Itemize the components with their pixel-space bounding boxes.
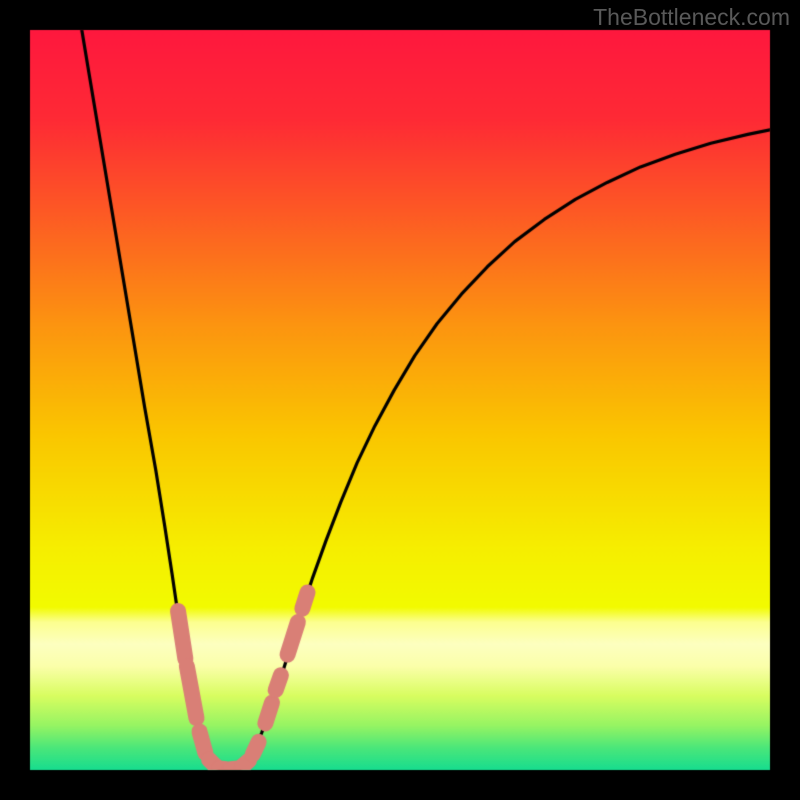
chart-stage: TheBottleneck.com	[0, 0, 800, 800]
watermark-text: TheBottleneck.com	[593, 4, 790, 31]
highlight-markers	[0, 0, 800, 800]
